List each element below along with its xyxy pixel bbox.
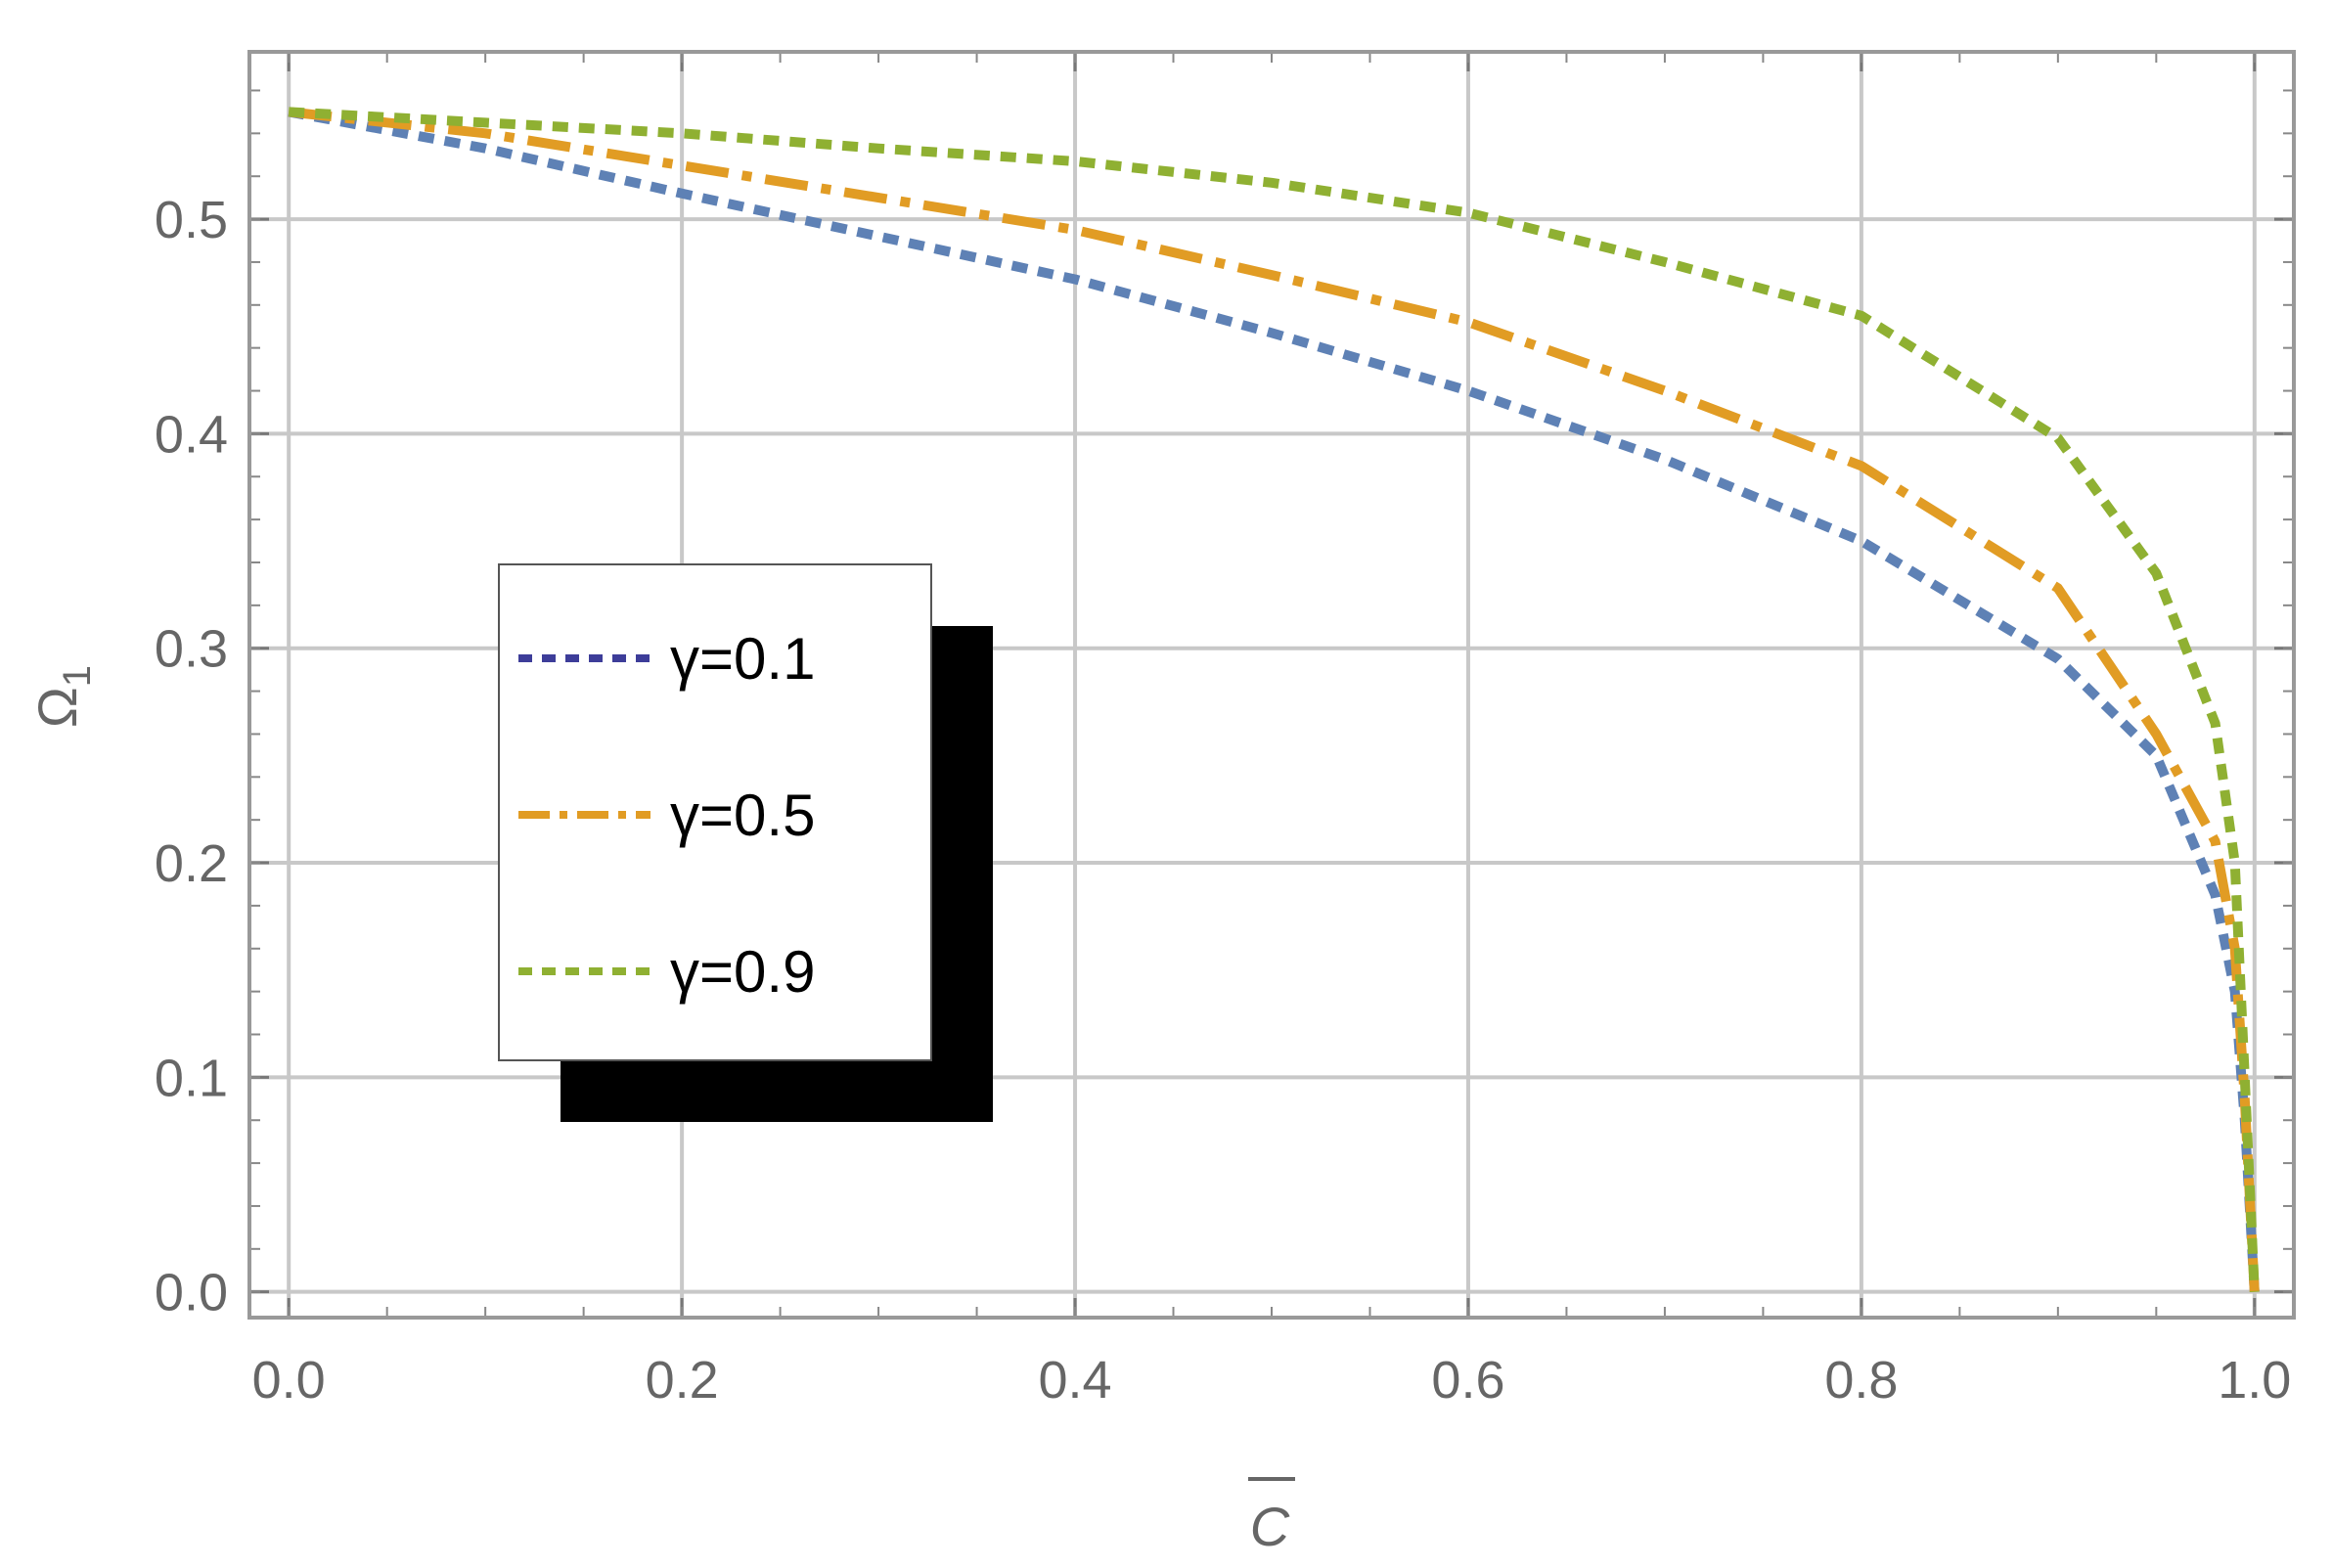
x-axis-title: C bbox=[1250, 1496, 1290, 1557]
y-tick-label: 0.2 bbox=[155, 834, 228, 893]
y-tick-label: 0.3 bbox=[155, 620, 228, 679]
tick-labels: 0.0 0.2 0.4 0.6 0.8 1.0 0.0 0.1 0.2 0.3 0.4 0.5 bbox=[155, 191, 2291, 1410]
x-tick-label: 0.4 bbox=[1038, 1351, 1111, 1410]
series-line-2 bbox=[288, 107, 2260, 1292]
y-axis-title: Ω1 bbox=[26, 665, 99, 728]
plot-frame bbox=[247, 50, 2296, 1320]
series-line-3 bbox=[288, 107, 2260, 1292]
x-tick-label: 0.2 bbox=[646, 1351, 719, 1410]
legend-box bbox=[498, 563, 932, 1061]
x-tick-label: 1.0 bbox=[2218, 1351, 2291, 1410]
y-axis-title-subscript: 1 bbox=[56, 665, 99, 687]
legend: γ=0.1 γ=0.5 γ=0.9 bbox=[498, 563, 993, 1122]
series-layer bbox=[288, 107, 2260, 1292]
legend-label-1: γ=0.1 bbox=[670, 626, 815, 692]
x-tick-label: 0.8 bbox=[1824, 1351, 1898, 1410]
y-tick-label: 0.4 bbox=[155, 405, 228, 464]
y-tick-label: 0.1 bbox=[155, 1049, 228, 1107]
y-axis-title-text: Ω bbox=[26, 687, 88, 728]
x-tick-label: 0.6 bbox=[1431, 1351, 1504, 1410]
legend-items: γ=0.1 γ=0.5 γ=0.9 bbox=[518, 626, 815, 1005]
legend-label-3: γ=0.9 bbox=[670, 939, 815, 1005]
y-tick-label: 0.0 bbox=[155, 1264, 228, 1322]
legend-label-2: γ=0.5 bbox=[670, 783, 815, 848]
x-tick-label: 0.0 bbox=[252, 1351, 326, 1410]
y-tick-label: 0.5 bbox=[155, 191, 228, 249]
grid bbox=[249, 52, 2294, 1318]
x-axis-title-text: C bbox=[1250, 1496, 1290, 1557]
